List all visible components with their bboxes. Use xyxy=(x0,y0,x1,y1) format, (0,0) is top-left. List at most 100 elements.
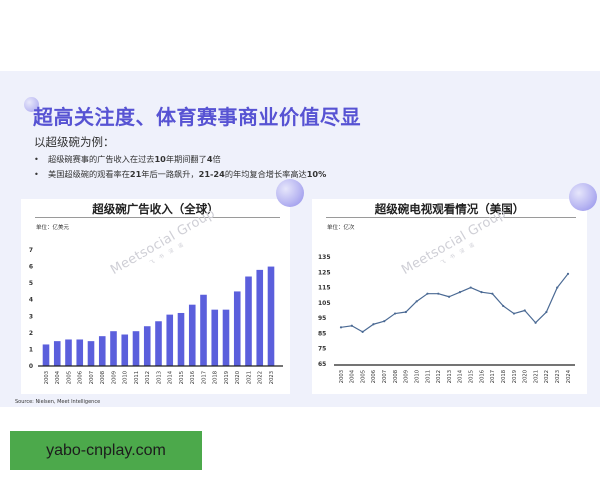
decorative-circle-right xyxy=(569,183,597,211)
bullet-text: 年期间翻了 xyxy=(165,154,207,164)
x-tick-label: 2012 xyxy=(436,370,442,383)
bullet-highlight: 21-24 xyxy=(198,169,225,179)
data-point xyxy=(393,312,397,315)
x-tick-label: 2008 xyxy=(393,370,399,383)
y-tick-label: 6 xyxy=(29,264,33,271)
data-point xyxy=(448,295,451,298)
x-tick-label: 2007 xyxy=(89,371,95,384)
x-tick-label: 2007 xyxy=(382,370,388,383)
bullet-text: 超级碗赛事的广告收入在过去 xyxy=(48,154,155,164)
y-tick-label: 75 xyxy=(318,346,326,353)
bar xyxy=(222,309,230,366)
data-point xyxy=(437,292,440,295)
x-tick-label: 2023 xyxy=(555,370,561,383)
y-tick-label: 2 xyxy=(29,330,33,337)
banner-text: yabo-cnplay.com xyxy=(46,441,166,459)
bar xyxy=(177,312,185,366)
x-tick-label: 2010 xyxy=(123,371,129,384)
y-tick-label: 5 xyxy=(29,280,33,287)
x-tick-label: 2014 xyxy=(168,370,174,384)
bullet-text: 美国超级碗的观看率在 xyxy=(48,169,130,179)
bar xyxy=(155,321,162,366)
y-tick-label: 105 xyxy=(318,300,331,307)
bullet-highlight: 10 xyxy=(154,154,166,164)
chart-unit-label: 单位：亿美元 xyxy=(36,225,70,231)
bar xyxy=(76,339,84,366)
chart-unit-label: 单位：亿次 xyxy=(327,225,355,231)
x-tick-label: 2009 xyxy=(404,370,410,383)
x-tick-label: 2016 xyxy=(479,370,485,383)
data-point xyxy=(512,312,516,315)
bullet-highlight: 21 xyxy=(129,169,142,179)
x-tick-label: 2022 xyxy=(544,370,550,383)
bullet-item: • 美国超级碗的观看率在21年后一路飙升，21-24的年均复合增长率高达10% xyxy=(34,167,326,182)
x-tick-label: 2019 xyxy=(512,370,518,383)
source-note: Source: Nielsen, Meet Intelligence xyxy=(15,399,101,405)
y-tick-label: 1 xyxy=(29,346,33,353)
y-tick-label: 65 xyxy=(318,361,326,368)
x-tick-label: 2006 xyxy=(371,370,377,383)
bar xyxy=(87,341,95,366)
data-point xyxy=(480,291,483,294)
x-tick-label: 2011 xyxy=(425,370,431,383)
x-tick-label: 2003 xyxy=(339,370,345,383)
bullet-list: • 超级碗赛事的广告收入在过去10年期间翻了4倍 • 美国超级碗的观看率在21年后一… xyxy=(34,152,326,182)
y-tick-label: 95 xyxy=(318,315,326,322)
data-point xyxy=(339,326,343,329)
x-tick-label: 2017 xyxy=(490,370,496,383)
bar xyxy=(200,294,207,366)
x-tick-label: 2012 xyxy=(145,371,151,384)
y-tick-label: 0 xyxy=(29,363,33,370)
data-point xyxy=(534,321,537,324)
data-point xyxy=(458,291,462,294)
x-tick-label: 2017 xyxy=(201,371,207,384)
x-tick-label: 2010 xyxy=(414,370,420,383)
x-tick-label: 2021 xyxy=(533,370,539,383)
data-point xyxy=(491,292,494,295)
x-tick-label: 2022 xyxy=(258,371,264,384)
data-point xyxy=(415,300,418,303)
x-tick-label: 2006 xyxy=(78,371,84,384)
x-tick-label: 2005 xyxy=(66,371,72,384)
data-point xyxy=(383,320,386,323)
chart-title: 超级碗广告收入（全球） xyxy=(92,202,219,216)
site-banner[interactable]: yabo-cnplay.com xyxy=(10,431,202,470)
decorative-circle-middle xyxy=(276,179,304,207)
bar xyxy=(121,334,129,366)
bar xyxy=(65,339,72,366)
bar xyxy=(233,291,241,366)
data-point xyxy=(566,272,570,275)
x-tick-label: 2004 xyxy=(350,369,356,383)
x-tick-label: 2013 xyxy=(447,370,453,383)
y-tick-label: 3 xyxy=(29,313,33,320)
x-tick-label: 2016 xyxy=(190,371,196,384)
bullet-text: 年后一路飙升， xyxy=(141,169,199,179)
x-tick-label: 2024 xyxy=(566,369,572,383)
x-tick-label: 2023 xyxy=(269,371,275,384)
y-tick-label: 7 xyxy=(29,247,33,254)
x-tick-label: 2018 xyxy=(213,371,219,384)
bullet-marker: • xyxy=(34,154,39,164)
ad-revenue-bar-chart: 0 1 2 3 4 5 6 7 2003 2004 2005 2006 2007 2008 2009 2010… xyxy=(29,247,283,384)
viewership-line xyxy=(340,273,569,333)
tv-viewership-line-chart: 65 75 85 95 105 115 125 135 2003 2004 2005 2006 2007… xyxy=(318,254,575,383)
x-tick-label: 2003 xyxy=(44,371,50,384)
chart-title-divider xyxy=(35,217,280,218)
y-tick-label: 125 xyxy=(318,269,331,276)
data-point xyxy=(361,330,364,333)
bullet-text: 倍 xyxy=(212,154,221,164)
subtitle: 以超级碗为例： xyxy=(34,135,115,149)
bar xyxy=(188,304,196,366)
chart-title: 超级碗电视观看情况（美国） xyxy=(374,202,525,216)
x-tick-label: 2015 xyxy=(179,371,185,384)
bar xyxy=(267,266,275,366)
bar xyxy=(245,276,252,366)
page-title: 超高关注度、体育赛事商业价值尽显 xyxy=(33,105,361,129)
x-tick-label: 2020 xyxy=(523,370,529,383)
data-point xyxy=(502,304,505,308)
x-tick-label: 2019 xyxy=(224,371,230,384)
data-point xyxy=(523,309,526,312)
bar xyxy=(143,326,151,366)
bar xyxy=(42,344,50,366)
bar xyxy=(132,331,140,366)
